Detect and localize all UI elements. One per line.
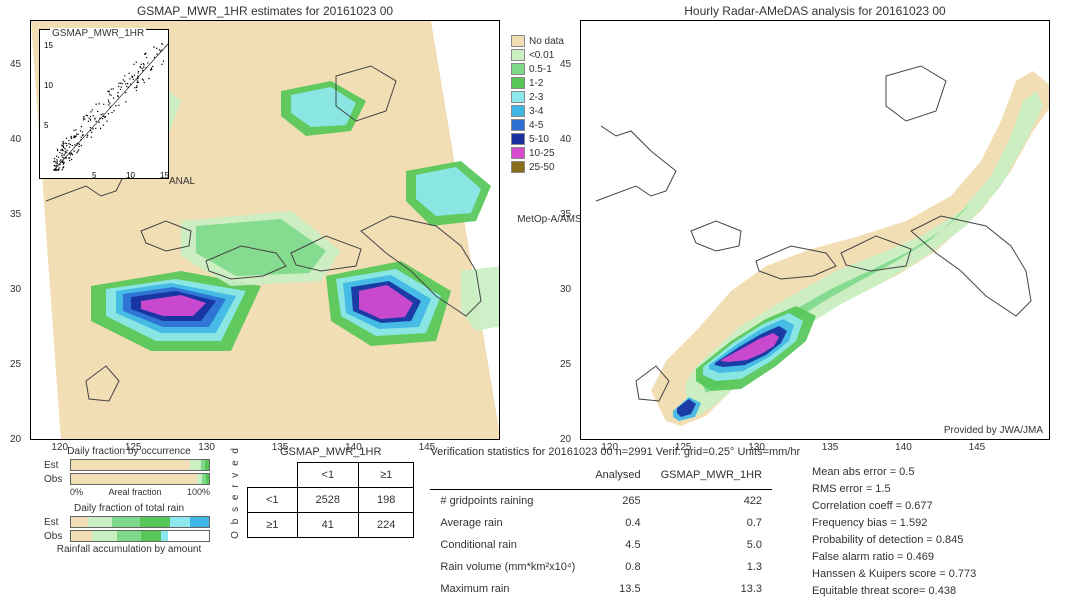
legend-item: 2-3: [511, 90, 564, 104]
legend-item: 3-4: [511, 104, 564, 118]
contingency-table: <1≥1<12528198≥141224: [247, 462, 414, 538]
radar-map-panel: Hourly Radar-AMeDAS analysis for 2016102…: [580, 4, 1050, 440]
fraction-bar-row: Est: [44, 459, 214, 471]
lon-tick: 120: [601, 442, 618, 453]
legend-item: 25-50: [511, 160, 564, 174]
lon-tick: 125: [125, 442, 142, 453]
verification-stats: Mean abs error = 0.5RMS error = 1.5Corre…: [812, 464, 976, 600]
lat-tick: 30: [560, 284, 571, 295]
radar-map-svg: [581, 21, 1050, 440]
lat-tick: 20: [10, 434, 21, 445]
stat-line: Correlation coeff = 0.677: [812, 498, 976, 515]
fraction-bars: Daily fraction by occurrence EstObs 0% A…: [44, 446, 214, 555]
lat-tick: 35: [560, 209, 571, 220]
axis-0: 0%: [70, 487, 83, 497]
verification-table: AnalysedGSMAP_MWR_1HR# gridpoints rainin…: [430, 464, 772, 600]
radar-map-title: Hourly Radar-AMeDAS analysis for 2016102…: [580, 4, 1050, 18]
legend-item: 5-10: [511, 132, 564, 146]
legend-item: 4-5: [511, 118, 564, 132]
axis-mid: Areal fraction: [108, 487, 161, 497]
verification-block: Verification statistics for 20161023 00 …: [430, 446, 1056, 600]
svg-text:10: 10: [126, 171, 135, 178]
lon-tick: 140: [895, 442, 912, 453]
lat-tick: 30: [10, 284, 21, 295]
radar-credit: Provided by JWA/JMA: [944, 425, 1043, 436]
stat-line: Equitable threat score= 0.438: [812, 583, 976, 600]
stat-line: Frequency bias = 1.592: [812, 515, 976, 532]
lat-tick: 45: [10, 59, 21, 70]
scatter-inset-svg: 15 10 5 5 10 15: [40, 30, 168, 178]
lon-tick: 130: [748, 442, 765, 453]
lon-tick: 145: [419, 442, 436, 453]
lat-tick: 40: [10, 134, 21, 145]
observed-vlabel: O b s e r v e d: [230, 446, 241, 539]
fraction-bar-row: Obs: [44, 530, 214, 542]
stat-line: False alarm ratio = 0.469: [812, 549, 976, 566]
gsmap-map-panel: GSMAP_MWR_1HR estimates for 20161023 00 …: [30, 4, 500, 440]
color-legend: No data<0.010.5-11-22-33-44-55-1010-2525…: [511, 34, 564, 174]
scatter-inset: GSMAP_MWR_1HR 15 10 5 5 10 15: [39, 29, 169, 179]
lat-tick: 25: [10, 359, 21, 370]
legend-item: No data: [511, 34, 564, 48]
verification-header: Verification statistics for 20161023 00 …: [430, 446, 1056, 458]
stat-line: Probability of detection = 0.845: [812, 532, 976, 549]
legend-item: 0.5-1: [511, 62, 564, 76]
svg-text:15: 15: [44, 41, 53, 50]
svg-text:15: 15: [160, 171, 168, 178]
lat-tick: 45: [560, 59, 571, 70]
rainfall-caption: Rainfall accumulation by amount: [44, 544, 214, 555]
legend-item: 10-25: [511, 146, 564, 160]
radar-map-frame: Provided by JWA/JMA: [580, 20, 1050, 440]
totalrain-bars-title: Daily fraction of total rain: [44, 503, 214, 514]
svg-text:5: 5: [92, 171, 97, 178]
svg-text:10: 10: [44, 81, 53, 90]
lon-tick: 130: [198, 442, 215, 453]
gsmap-map-frame: GSMAP_MWR_1HR 15 10 5 5 10 15 ANAL: [30, 20, 500, 440]
fraction-bar-row: Est: [44, 516, 214, 528]
lat-tick: 25: [560, 359, 571, 370]
lon-tick: 140: [345, 442, 362, 453]
lat-tick: 40: [560, 134, 571, 145]
lon-tick: 120: [51, 442, 68, 453]
anal-label: ANAL: [169, 176, 195, 187]
legend-item: <0.01: [511, 48, 564, 62]
lat-tick: 20: [560, 434, 571, 445]
contingency-table-block: O b s e r v e d GSMAP_MWR_1HR <1≥1<12528…: [230, 446, 414, 539]
axis-100: 100%: [187, 487, 210, 497]
stat-line: RMS error = 1.5: [812, 481, 976, 498]
lon-tick: 125: [675, 442, 692, 453]
fraction-bar-row: Obs: [44, 473, 214, 485]
lon-tick: 145: [969, 442, 986, 453]
stat-line: Hanssen & Kuipers score = 0.773: [812, 566, 976, 583]
lon-tick: 135: [272, 442, 289, 453]
legend-item: 1-2: [511, 76, 564, 90]
stat-line: Mean abs error = 0.5: [812, 464, 976, 481]
lon-tick: 135: [822, 442, 839, 453]
lat-tick: 35: [10, 209, 21, 220]
gsmap-map-title: GSMAP_MWR_1HR estimates for 20161023 00: [30, 4, 500, 18]
scatter-inset-title: GSMAP_MWR_1HR: [50, 28, 146, 39]
svg-text:5: 5: [44, 121, 49, 130]
